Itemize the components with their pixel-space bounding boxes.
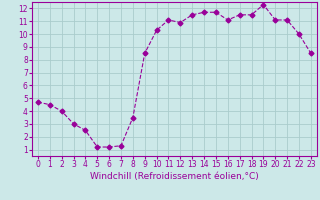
X-axis label: Windchill (Refroidissement éolien,°C): Windchill (Refroidissement éolien,°C) <box>90 172 259 181</box>
